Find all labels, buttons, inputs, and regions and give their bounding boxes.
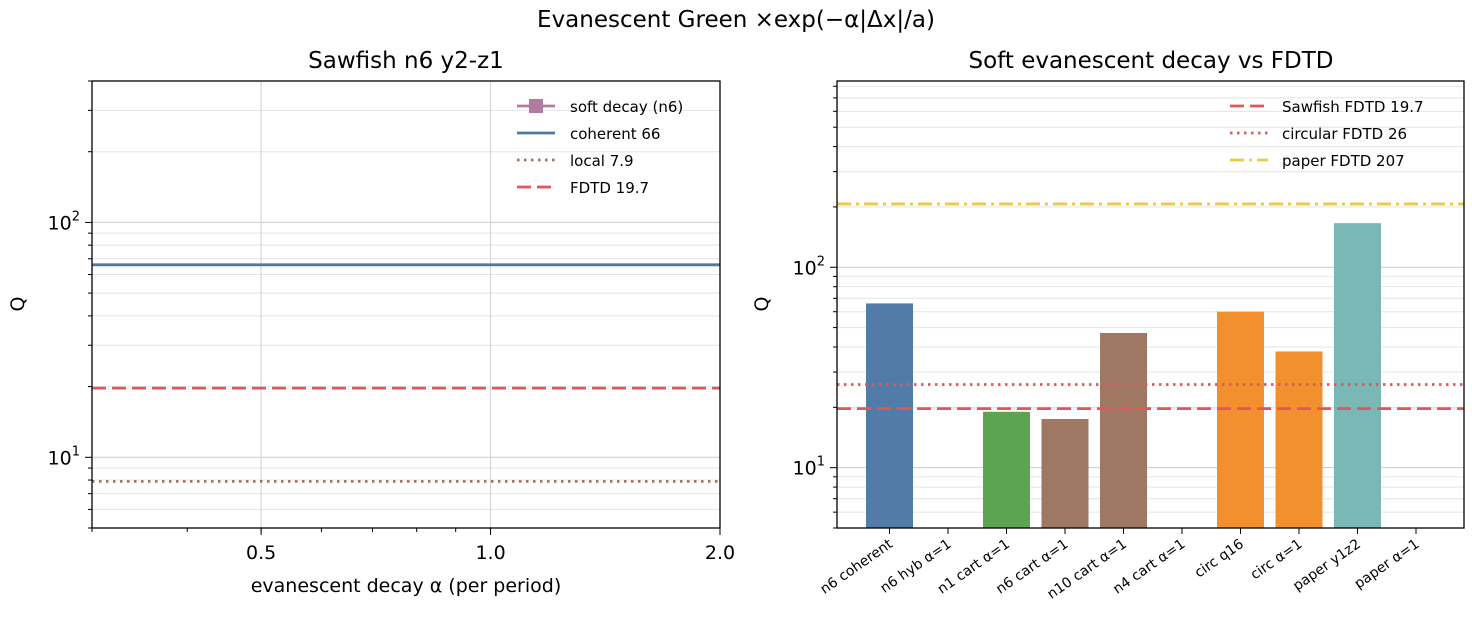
bar	[983, 411, 1030, 528]
right-chart-panel: Soft evanescent decay vs FDTD Q 101102n6…	[751, 48, 1465, 603]
legend-label: Sawfish FDTD 19.7	[1282, 98, 1424, 116]
x-tick-label: 0.5	[246, 542, 276, 564]
legend-label: coherent 66	[570, 125, 660, 143]
x-tick-label: paper α=1	[1352, 536, 1423, 592]
right-y-axis-label: Q	[751, 297, 773, 312]
legend-label: FDTD 19.7	[570, 179, 649, 197]
legend-marker	[529, 99, 543, 113]
legend-label: local 7.9	[570, 152, 634, 170]
left-chart-title: Sawfish n6 y2-z1	[308, 48, 504, 74]
left-chart-panel: Sawfish n6 y2-z1 evanescent decay α (per…	[7, 48, 735, 597]
bar	[1334, 223, 1381, 529]
left-y-axis-label: Q	[7, 297, 29, 312]
legend-label: circular FDTD 26	[1282, 125, 1407, 143]
bar	[1100, 332, 1147, 528]
x-tick-label: 1.0	[475, 542, 505, 564]
legend-label: paper FDTD 207	[1282, 152, 1405, 170]
y-tick-label: 101	[48, 444, 80, 469]
x-tick-label: circ q16	[1192, 536, 1247, 581]
right-plot-frame	[836, 80, 1465, 529]
bar	[1041, 418, 1089, 528]
y-tick-label: 102	[793, 254, 825, 279]
bar	[1217, 311, 1264, 528]
right-chart-title: Soft evanescent decay vs FDTD	[969, 48, 1334, 74]
bar	[1275, 351, 1323, 528]
figure-suptitle: Evanescent Green ×exp(−α|Δx|/a)	[537, 7, 935, 33]
left-x-axis-label: evanescent decay α (per period)	[251, 575, 562, 597]
y-tick-label: 102	[48, 209, 80, 234]
left-plot-frame	[91, 80, 721, 529]
legend-label: soft decay (n6)	[570, 98, 683, 116]
y-tick-label: 101	[793, 455, 825, 480]
x-tick-label: 2.0	[705, 542, 735, 564]
bar	[866, 303, 913, 528]
